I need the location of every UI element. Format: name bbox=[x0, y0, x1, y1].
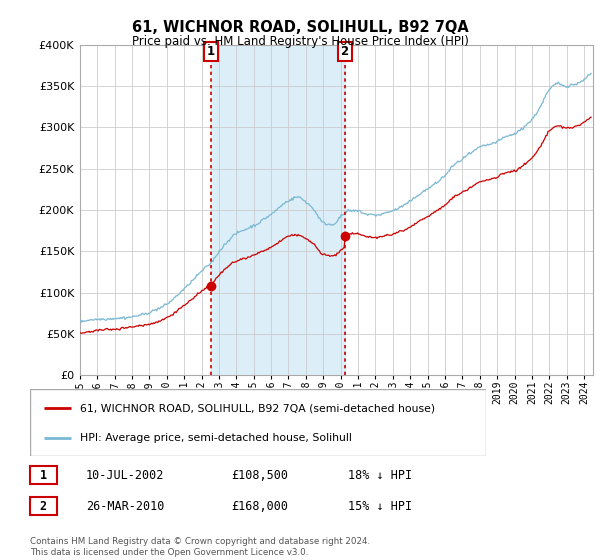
FancyBboxPatch shape bbox=[30, 497, 57, 515]
Text: £108,500: £108,500 bbox=[231, 469, 288, 482]
Text: 26-MAR-2010: 26-MAR-2010 bbox=[86, 500, 164, 512]
Text: 1: 1 bbox=[40, 469, 47, 482]
Text: 1: 1 bbox=[207, 45, 215, 58]
Text: 2: 2 bbox=[40, 500, 47, 512]
Bar bbox=[211, 45, 344, 375]
Text: 2: 2 bbox=[341, 45, 349, 58]
Text: Price paid vs. HM Land Registry's House Price Index (HPI): Price paid vs. HM Land Registry's House … bbox=[131, 35, 469, 48]
Text: HPI: Average price, semi-detached house, Solihull: HPI: Average price, semi-detached house,… bbox=[80, 432, 352, 442]
Text: £168,000: £168,000 bbox=[231, 500, 288, 512]
Text: 15% ↓ HPI: 15% ↓ HPI bbox=[348, 500, 412, 512]
FancyBboxPatch shape bbox=[30, 466, 57, 484]
Text: 61, WICHNOR ROAD, SOLIHULL, B92 7QA: 61, WICHNOR ROAD, SOLIHULL, B92 7QA bbox=[131, 20, 469, 35]
FancyBboxPatch shape bbox=[30, 389, 486, 456]
Text: 18% ↓ HPI: 18% ↓ HPI bbox=[348, 469, 412, 482]
Text: 61, WICHNOR ROAD, SOLIHULL, B92 7QA (semi-detached house): 61, WICHNOR ROAD, SOLIHULL, B92 7QA (sem… bbox=[80, 403, 435, 413]
Text: Contains HM Land Registry data © Crown copyright and database right 2024.
This d: Contains HM Land Registry data © Crown c… bbox=[30, 537, 370, 557]
Text: 10-JUL-2002: 10-JUL-2002 bbox=[86, 469, 164, 482]
